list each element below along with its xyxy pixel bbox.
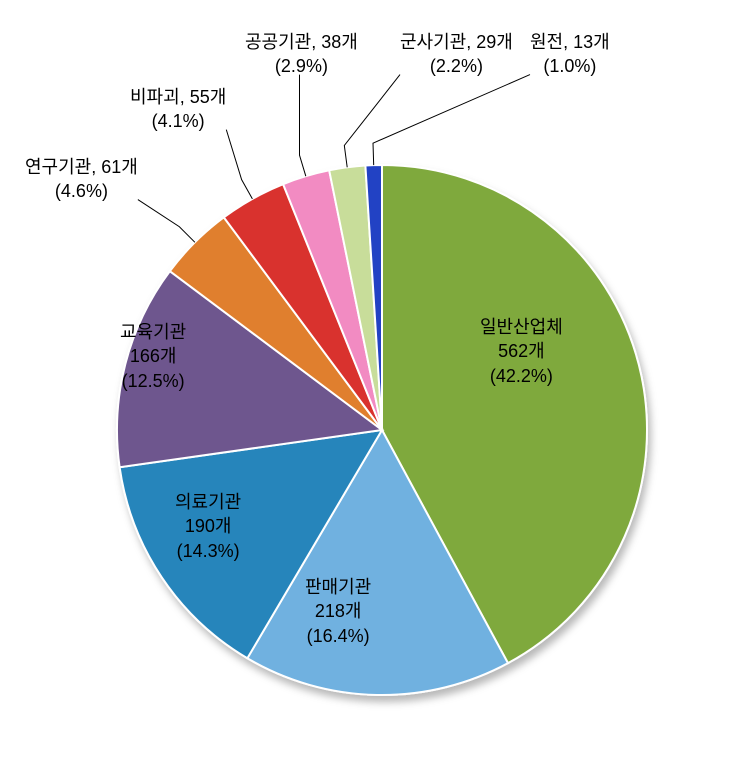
slice-count: 55개 xyxy=(190,87,227,107)
slice-name: 의료기관 xyxy=(175,492,241,512)
slice-percent: (42.2%) xyxy=(490,366,553,386)
slice-label: 판매기관 218개 (16.4%) xyxy=(305,575,371,648)
slice-count: 190개 xyxy=(185,516,232,536)
slice-percent: (2.2%) xyxy=(430,56,483,76)
leader-line xyxy=(138,200,195,243)
slice-label: 의료기관 190개 (14.3%) xyxy=(175,490,241,563)
slice-percent: (2.9%) xyxy=(275,56,328,76)
slice-count: 166개 xyxy=(130,346,177,366)
slice-name: 판매기관 xyxy=(305,577,371,597)
slice-label: 비파괴, 55개(4.1%) xyxy=(130,85,226,134)
slice-count: 29개 xyxy=(476,32,513,52)
slice-name: 공공기관 xyxy=(245,32,311,52)
leader-line xyxy=(373,75,530,166)
slice-count: 61개 xyxy=(101,157,138,177)
slice-label: 공공기관, 38개(2.9%) xyxy=(245,30,358,79)
pie-chart xyxy=(0,0,751,762)
slice-label: 원전, 13개(1.0%) xyxy=(530,30,610,79)
slice-percent: (16.4%) xyxy=(307,626,370,646)
leader-line xyxy=(226,130,252,199)
slice-name: 비파괴 xyxy=(130,87,180,107)
slice-name: 일반산업체 xyxy=(480,317,563,337)
slice-name: 교육기관 xyxy=(120,322,186,342)
slice-label: 군사기관, 29개(2.2%) xyxy=(400,30,513,79)
slice-count: 13개 xyxy=(573,32,610,52)
leader-line xyxy=(344,75,400,168)
slice-count: 218개 xyxy=(315,601,362,621)
slice-label: 연구기관, 61개(4.6%) xyxy=(25,155,138,204)
slice-name: 원전 xyxy=(530,32,563,52)
slice-percent: (4.6%) xyxy=(55,181,108,201)
slice-label: 교육기관 166개 (12.5%) xyxy=(120,320,186,393)
slice-count: 38개 xyxy=(321,32,358,52)
slice-name: 군사기관 xyxy=(400,32,466,52)
slice-percent: (12.5%) xyxy=(122,371,185,391)
slice-label: 일반산업체 562개 (42.2%) xyxy=(480,315,563,388)
slice-name: 연구기관 xyxy=(25,157,91,177)
slice-percent: (14.3%) xyxy=(177,541,240,561)
slice-percent: (4.1%) xyxy=(152,111,205,131)
slice-count: 562개 xyxy=(498,341,545,361)
slice-percent: (1.0%) xyxy=(543,56,596,76)
leader-line xyxy=(299,75,305,177)
